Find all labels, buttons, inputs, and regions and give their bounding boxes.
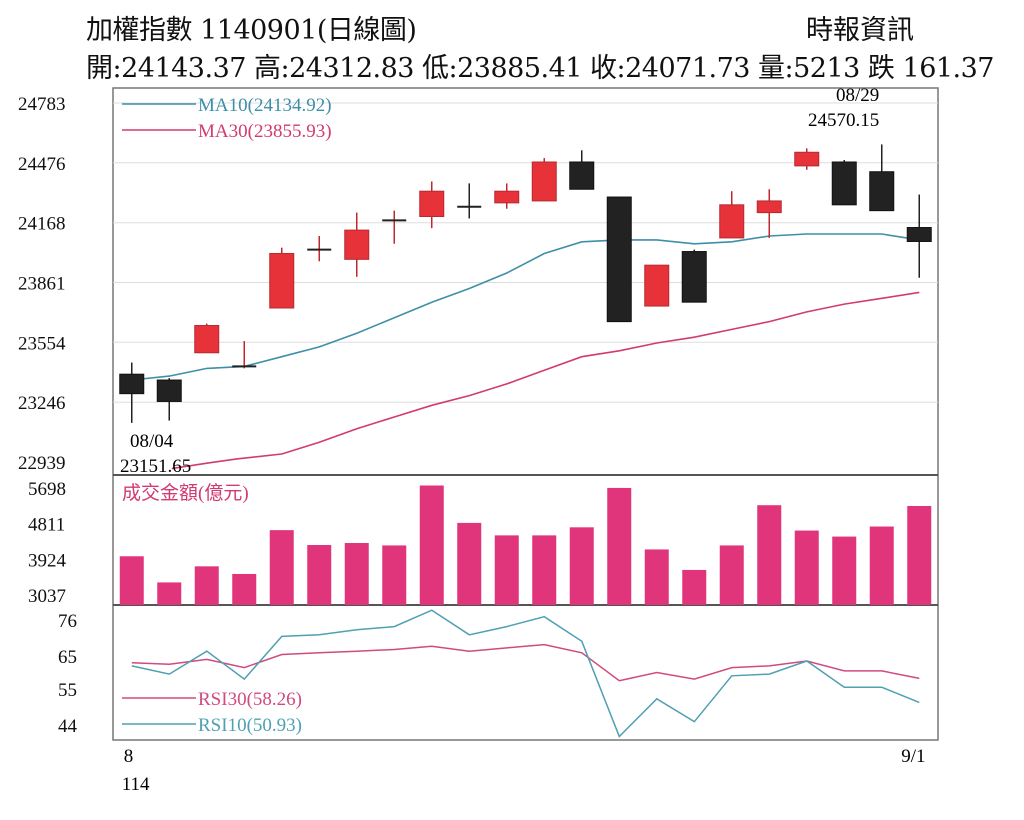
candle-body	[606, 196, 632, 323]
volume-bar	[194, 566, 219, 605]
y-tick-label: 24476	[18, 154, 66, 175]
legend-label-ma10: MA10(24134.92)	[198, 95, 332, 116]
volume-bar	[757, 505, 782, 605]
volume-bar	[457, 522, 482, 605]
volume-bar	[794, 530, 819, 605]
candle-body	[531, 161, 557, 202]
y-tick-label: 55	[58, 680, 77, 701]
volume-title: 成交金額(億元)	[122, 482, 249, 504]
candle-body	[756, 200, 782, 214]
annotation-high-date: 08/29	[836, 85, 879, 106]
ma-line	[171, 291, 920, 470]
y-tick-label: 24783	[18, 94, 66, 115]
annotation-high-value: 24570.15	[808, 110, 879, 131]
candle-body	[869, 171, 895, 212]
volume-bar	[419, 485, 444, 605]
annotation-low-date: 08/04	[130, 431, 174, 452]
rsi-line	[131, 643, 920, 682]
x-tick-label: 8	[124, 746, 134, 767]
ma-line	[131, 233, 920, 381]
x-tick-label: 114	[122, 774, 150, 795]
rsi-line	[131, 609, 920, 738]
volume-bar	[532, 535, 557, 605]
y-tick-label: 24168	[18, 214, 66, 235]
candle-body	[194, 325, 220, 354]
legend-label-ma30: MA30(23855.93)	[198, 121, 332, 142]
y-tick-label: 23554	[18, 333, 66, 354]
legend-label-rsi10: RSI10(50.93)	[198, 715, 302, 736]
annotation-low-value: 23151.65	[120, 456, 191, 477]
volume-bar	[869, 526, 894, 605]
candle-body	[569, 161, 595, 190]
candle-body	[156, 379, 182, 402]
volume-bar	[644, 549, 669, 605]
y-tick-label: 3924	[28, 550, 67, 571]
volume-bar	[269, 530, 294, 605]
candle-body	[794, 151, 820, 167]
y-tick-label: 76	[58, 611, 77, 632]
plot-frame	[112, 87, 939, 741]
volume-bar	[569, 527, 594, 605]
y-tick-label: 23861	[18, 274, 66, 295]
ohlc-summary: 開:24143.37 高:24312.83 低:23885.41 收:24071…	[86, 53, 995, 84]
source-label: 時報資訊	[806, 15, 914, 46]
x-tick-label: 9/1	[901, 746, 925, 767]
candle-body	[681, 251, 707, 303]
volume-bar	[682, 569, 707, 605]
y-tick-label: 44	[58, 716, 78, 737]
candle-body	[644, 264, 670, 307]
volume-bar	[307, 545, 332, 605]
y-tick-label: 65	[58, 647, 77, 668]
volume-bar	[382, 545, 407, 605]
candle-body	[719, 204, 745, 239]
y-tick-label: 22939	[18, 453, 66, 474]
y-tick-label: 3037	[28, 586, 66, 607]
volume-bar	[344, 543, 369, 605]
candle-body	[831, 161, 857, 206]
y-tick-label: 23246	[18, 393, 66, 414]
candle-body	[344, 229, 370, 260]
volume-bar	[907, 506, 932, 605]
y-tick-label: 5698	[28, 479, 66, 500]
chart-title: 加權指數 1140901(日線圖)	[86, 15, 417, 46]
volume-bar	[719, 545, 744, 605]
candle-body	[269, 252, 295, 309]
y-tick-label: 4811	[28, 515, 65, 536]
candle-body	[494, 190, 520, 204]
candle-body	[906, 227, 932, 242]
legend-label-rsi30: RSI30(58.26)	[198, 689, 302, 710]
volume-bar	[157, 582, 182, 605]
volume-bar	[832, 536, 857, 605]
volume-bar	[232, 573, 257, 605]
candle-body	[419, 190, 445, 218]
candle-body	[119, 373, 145, 395]
volume-bar	[494, 535, 519, 605]
volume-bar	[607, 487, 632, 605]
volume-bar	[119, 556, 144, 605]
